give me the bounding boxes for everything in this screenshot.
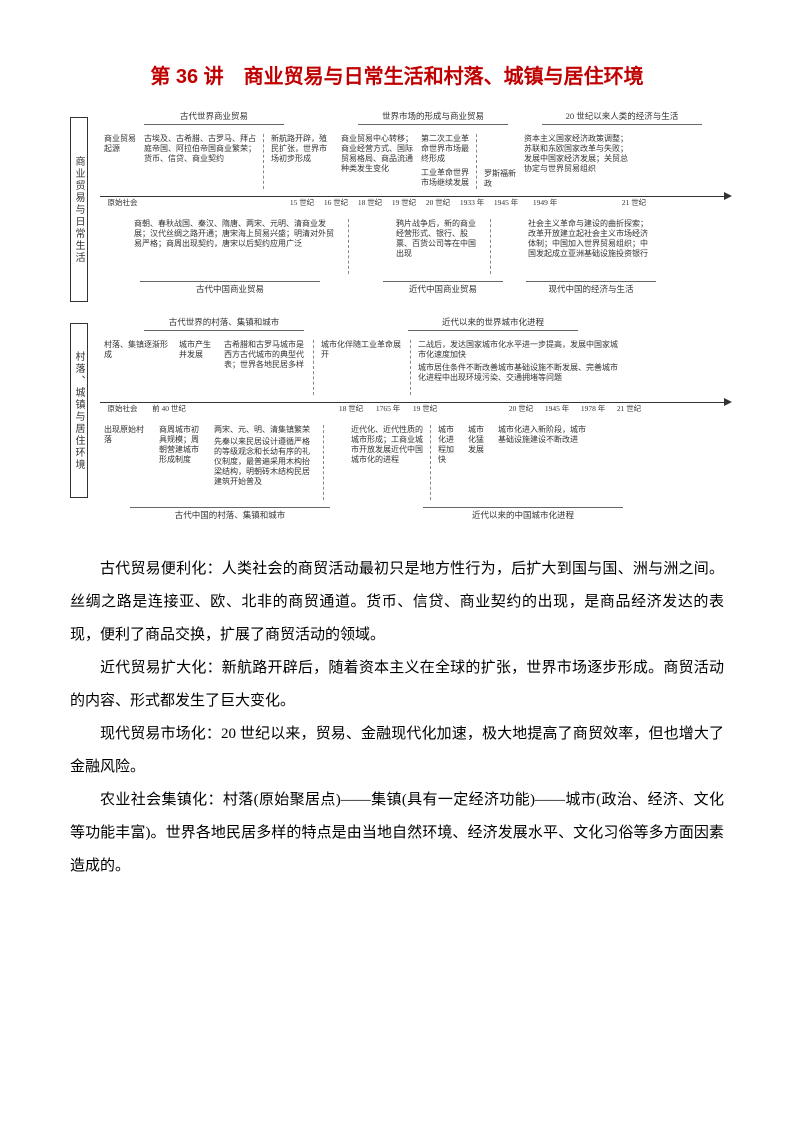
node-china-modern: 鸦片战争后，新的商业经营形式、银行、股票、百货公司等在中国出现 <box>392 219 487 259</box>
tl: 18 世纪 <box>333 404 369 414</box>
node-trade-shift: 商业贸易中心转移；商业经营方式、国际贸易格局、商品流通种类发生变化 <box>337 134 417 174</box>
node-shang-zhou: 商周城市初具规模；周朝营建城市形成制度 <box>155 425 210 465</box>
tl: 20 世纪 <box>421 198 455 208</box>
tl: 1765 年 <box>369 404 407 414</box>
node-new-routes: 新航路开辟，殖民扩张，世界市场初步形成 <box>267 134 337 164</box>
node-origin: 商业贸易起源 <box>100 134 140 154</box>
tl: 21 世纪 <box>611 404 647 414</box>
timeline-1: 原始社会 15 世纪 16 世纪 18 世纪 19 世纪 20 世纪 1933 … <box>100 196 724 212</box>
node-ancient-civs: 古埃及、古希腊、古罗马、拜占庭帝国、阿拉伯帝国商业繁荣；货币、信贷、商业契约 <box>140 134 260 164</box>
bcat-contemp-cn: 现代中国的经济与生活 <box>526 281 656 297</box>
paragraph: 古代贸易便利化：人类社会的商贸活动最初只是地方性行为，后扩大到国与国、洲与洲之间… <box>70 553 724 652</box>
tl: 19 世纪 <box>387 198 421 208</box>
node-2nd-ir: 第二次工业革命世界市场最终形成 <box>417 134 473 164</box>
bottom-categories-1: 古代中国商业贸易 近代中国商业贸易 现代中国的经济与生活 <box>100 281 724 297</box>
tl: 原始社会 <box>100 404 145 414</box>
tl: 原始社会 <box>100 198 145 208</box>
node-song-qing: 两宋、元、明、清集镇繁荣 <box>210 425 320 435</box>
node-primitive: 出现原始村落 <box>100 425 155 445</box>
timeline-2: 原始社会 前 40 世纪 18 世纪 1765 年 19 世纪 20 世纪 19… <box>100 402 724 418</box>
diagram-container: 商业贸易与日常生活 古代世界商业贸易 世界市场的形成与商业贸易 20 世纪以来人… <box>70 109 724 523</box>
paragraph: 现代贸易市场化：20 世纪以来，贸易、金融现代化加速，极大地提高了商贸效率，但也… <box>70 718 724 784</box>
diagram-commerce: 商业贸易与日常生活 古代世界商业贸易 世界市场的形成与商业贸易 20 世纪以来人… <box>70 109 724 297</box>
cat-20c: 20 世纪以来人类的经济与生活 <box>542 109 702 125</box>
diagram-villages: 村落、城镇与居住环境 古代世界的村落、集镇和城市 近代以来的世界城市化进程 村落… <box>70 315 724 523</box>
node-city-dev: 城市产生并发展 <box>175 340 220 360</box>
node-postwar-urb: 二战后，发达国家城市化水平进一步提高，发展中国家城市化速度加快 <box>414 340 624 360</box>
bcat-ancient-cn: 古代中国商业贸易 <box>140 281 320 297</box>
tl: 19 世纪 <box>407 404 443 414</box>
tl: 前 40 世纪 <box>145 404 193 414</box>
node-dwelling: 先秦以来民居设计遵循严格的等级观念和长幼有序的礼仪制度，最普遍采用木构抬梁结构，… <box>210 437 320 487</box>
paragraph: 农业社会集镇化：村落(原始聚居点)——集镇(具有一定经济功能)——城市(政治、经… <box>70 784 724 883</box>
node-urb-rapid: 城市化猛发展 <box>464 425 494 455</box>
vertical-label-1: 商业贸易与日常生活 <box>70 117 88 302</box>
node-urb-new: 城市化进入新阶段，城市基础设施建设不断改进 <box>494 425 594 445</box>
node-postwar: 资本主义国家经济政策调整；苏联和东欧国家改革与失败；发展中国家经济发展；关贸总协… <box>520 134 635 174</box>
node-urb-issues: 城市居住条件不断改善城市基础设施不断发展、完善城市化进程中出现环境污染、交通拥堵… <box>414 363 624 383</box>
tl: 1945 年 <box>489 198 523 208</box>
node-ir: 工业革命世界市场继续发展 <box>417 168 473 188</box>
node-vill-form: 村落、集镇逐渐形成 <box>100 340 175 360</box>
tl: 21 世纪 <box>617 198 651 208</box>
tl: 1978 年 <box>575 404 611 414</box>
tl: 20 世纪 <box>503 404 539 414</box>
node-china-ancient: 商朝、春秋战国、秦汉、隋唐、两宋、元明、清商业发展；汉代丝绸之路开通；唐宋海上贸… <box>130 219 345 249</box>
top-categories-2: 古代世界的村落、集镇和城市 近代以来的世界城市化进程 <box>100 315 724 331</box>
bcat-modern-cn2: 近代以来的中国城市化进程 <box>423 507 623 523</box>
bcat-ancient-cn2: 古代中国的村落、集镇和城市 <box>130 507 330 523</box>
arrow-icon <box>724 398 732 406</box>
node-ir-urban: 城市化伴随工业革命展开 <box>317 340 407 360</box>
cat-ancient-vill: 古代世界的村落、集镇和城市 <box>144 315 304 331</box>
cat-world-market: 世界市场的形成与商业贸易 <box>358 109 508 125</box>
tl: 1933 年 <box>455 198 489 208</box>
node-modern-city: 近代化、近代性质的城市形成；工商业城市开放发展近代中国城市化的进程 <box>347 425 427 465</box>
node-greco-roman: 古希腊和古罗马城市是西方古代城市的典型代表；世界各地民居多样 <box>220 340 310 370</box>
cat-modern-urb: 近代以来的世界城市化进程 <box>408 315 578 331</box>
node-china-contemp: 社会主义革命与建设的曲折探索；改革开放建立起社会主义市场经济体制；中国加入世界贸… <box>524 219 654 259</box>
tl: 15 世纪 <box>285 198 319 208</box>
cat-ancient-world: 古代世界商业贸易 <box>144 109 284 125</box>
page-title: 第 36 讲 商业贸易与日常生活和村落、城镇与居住环境 <box>70 60 724 89</box>
tl: 16 世纪 <box>319 198 353 208</box>
body-text: 古代贸易便利化：人类社会的商贸活动最初只是地方性行为，后扩大到国与国、洲与洲之间… <box>70 553 724 883</box>
bottom-categories-2: 古代中国的村落、集镇和城市 近代以来的中国城市化进程 <box>100 507 724 523</box>
node-newdeal: 罗斯福新政 <box>480 169 520 189</box>
tl: 18 世纪 <box>353 198 387 208</box>
tl: 1949 年 <box>523 198 567 208</box>
arrow-icon <box>724 192 732 200</box>
top-categories-1: 古代世界商业贸易 世界市场的形成与商业贸易 20 世纪以来人类的经济与生活 <box>100 109 724 125</box>
tl: 1945 年 <box>539 404 575 414</box>
bcat-modern-cn: 近代中国商业贸易 <box>383 281 503 297</box>
paragraph: 近代贸易扩大化：新航路开辟后，随着资本主义在全球的扩张，世界市场逐步形成。商贸活… <box>70 652 724 718</box>
node-urb-fast: 城市化进程加快 <box>434 425 464 465</box>
vertical-label-2: 村落、城镇与居住环境 <box>70 323 88 498</box>
